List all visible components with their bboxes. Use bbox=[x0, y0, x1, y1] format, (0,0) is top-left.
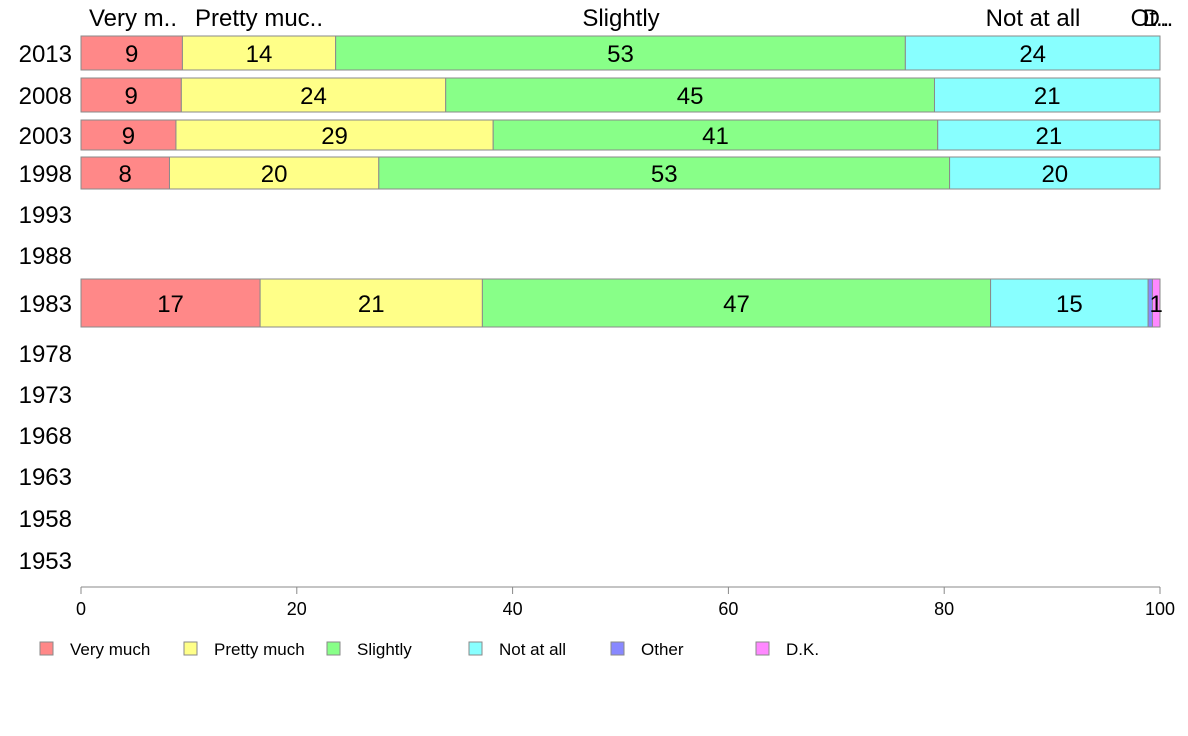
data-label: 9 bbox=[122, 123, 135, 150]
bars: 9 14 53 24 9 24 45 21 9 29 41 21 8 20 53 20 17 21 47 15 1 bbox=[80, 35, 1163, 328]
data-label: 21 bbox=[358, 291, 385, 318]
bar-segment bbox=[990, 278, 1149, 328]
legend-swatch bbox=[468, 641, 483, 656]
year-label: 1983 bbox=[19, 291, 72, 318]
bar-segment bbox=[181, 35, 337, 71]
legend-swatch bbox=[326, 641, 341, 656]
column-label: Slightly bbox=[582, 5, 659, 32]
year-labels: 2013 2008 2003 1998 1993 1988 1983 1978 1973 1968… bbox=[19, 41, 72, 575]
data-label: 21 bbox=[1034, 83, 1061, 110]
x-axis: 0 20 40 60 80 100 bbox=[76, 586, 1175, 619]
data-label: 9 bbox=[125, 41, 138, 68]
legend-swatch bbox=[183, 641, 198, 656]
bar-segment bbox=[904, 35, 1161, 71]
data-label: 8 bbox=[119, 161, 132, 188]
bar-segment bbox=[175, 119, 494, 151]
year-label: 2003 bbox=[19, 123, 72, 150]
bar-segment bbox=[80, 77, 182, 113]
legend-label: Very much bbox=[70, 640, 150, 659]
column-label: Very m.. bbox=[89, 5, 177, 32]
data-label: 21 bbox=[1036, 123, 1063, 150]
year-label: 1973 bbox=[19, 382, 72, 409]
data-label: 29 bbox=[321, 123, 348, 150]
bar-segment bbox=[80, 119, 177, 151]
x-tick-label: 0 bbox=[76, 599, 86, 619]
bar-segment bbox=[445, 77, 935, 113]
bar-segment bbox=[259, 278, 483, 328]
data-label: 53 bbox=[651, 161, 678, 188]
legend-label: Pretty much bbox=[214, 640, 305, 659]
year-label: 1958 bbox=[19, 506, 72, 533]
legend-label: Not at all bbox=[499, 640, 566, 659]
x-tick-label: 20 bbox=[287, 599, 307, 619]
legend-label: Other bbox=[641, 640, 684, 659]
year-label: 1953 bbox=[19, 548, 72, 575]
year-label: 2008 bbox=[19, 83, 72, 110]
column-label: Not at all bbox=[986, 5, 1081, 32]
data-label: 45 bbox=[677, 83, 704, 110]
data-label: 9 bbox=[124, 83, 137, 110]
column-label: Pretty muc.. bbox=[195, 5, 323, 32]
data-label: 20 bbox=[1041, 161, 1068, 188]
bar-segment bbox=[933, 77, 1161, 113]
bar-segment bbox=[180, 77, 447, 113]
year-label: 1998 bbox=[19, 161, 72, 188]
legend-label: Slightly bbox=[357, 640, 412, 659]
bar-segment bbox=[80, 278, 261, 328]
bar-segment bbox=[80, 35, 183, 71]
legend-swatch bbox=[755, 641, 770, 656]
data-label: 17 bbox=[157, 291, 184, 318]
data-label: 53 bbox=[607, 41, 634, 68]
data-label: 20 bbox=[261, 161, 288, 188]
bar-segment bbox=[937, 119, 1161, 151]
x-tick-label: 100 bbox=[1145, 599, 1175, 619]
bar-segment bbox=[80, 156, 170, 190]
data-label: 1 bbox=[1150, 291, 1163, 318]
x-tick-label: 40 bbox=[503, 599, 523, 619]
data-label: 14 bbox=[246, 41, 273, 68]
year-label: 1968 bbox=[19, 423, 72, 450]
x-tick-label: 80 bbox=[934, 599, 954, 619]
column-label: Ot.. bbox=[1131, 5, 1170, 32]
data-label: 24 bbox=[300, 83, 327, 110]
bar-segment bbox=[378, 156, 951, 190]
bar-segment bbox=[168, 156, 380, 190]
data-label: 41 bbox=[702, 123, 729, 150]
x-tick-label: 60 bbox=[718, 599, 738, 619]
column-label: D.. bbox=[1143, 5, 1174, 32]
legend: Very much Pretty much Slightly Not at all Ot… bbox=[39, 640, 819, 659]
bar-segment bbox=[481, 278, 992, 328]
bar-segment bbox=[335, 35, 906, 71]
data-label: 47 bbox=[723, 291, 750, 318]
legend-swatch bbox=[610, 641, 625, 656]
bar-segment bbox=[492, 119, 939, 151]
legend-swatch bbox=[39, 641, 54, 656]
data-label: 24 bbox=[1019, 41, 1046, 68]
year-label: 1963 bbox=[19, 464, 72, 491]
year-label: 1993 bbox=[19, 202, 72, 229]
year-label: 2013 bbox=[19, 41, 72, 68]
bar-segment bbox=[949, 156, 1161, 190]
year-label: 1978 bbox=[19, 341, 72, 368]
column-labels: Very m.. Pretty muc.. Slightly Not at all Ot… bbox=[89, 5, 1173, 32]
bar-segment bbox=[1151, 278, 1161, 328]
legend-label: D.K. bbox=[786, 640, 819, 659]
data-label: 15 bbox=[1056, 291, 1083, 318]
year-label: 1988 bbox=[19, 243, 72, 270]
